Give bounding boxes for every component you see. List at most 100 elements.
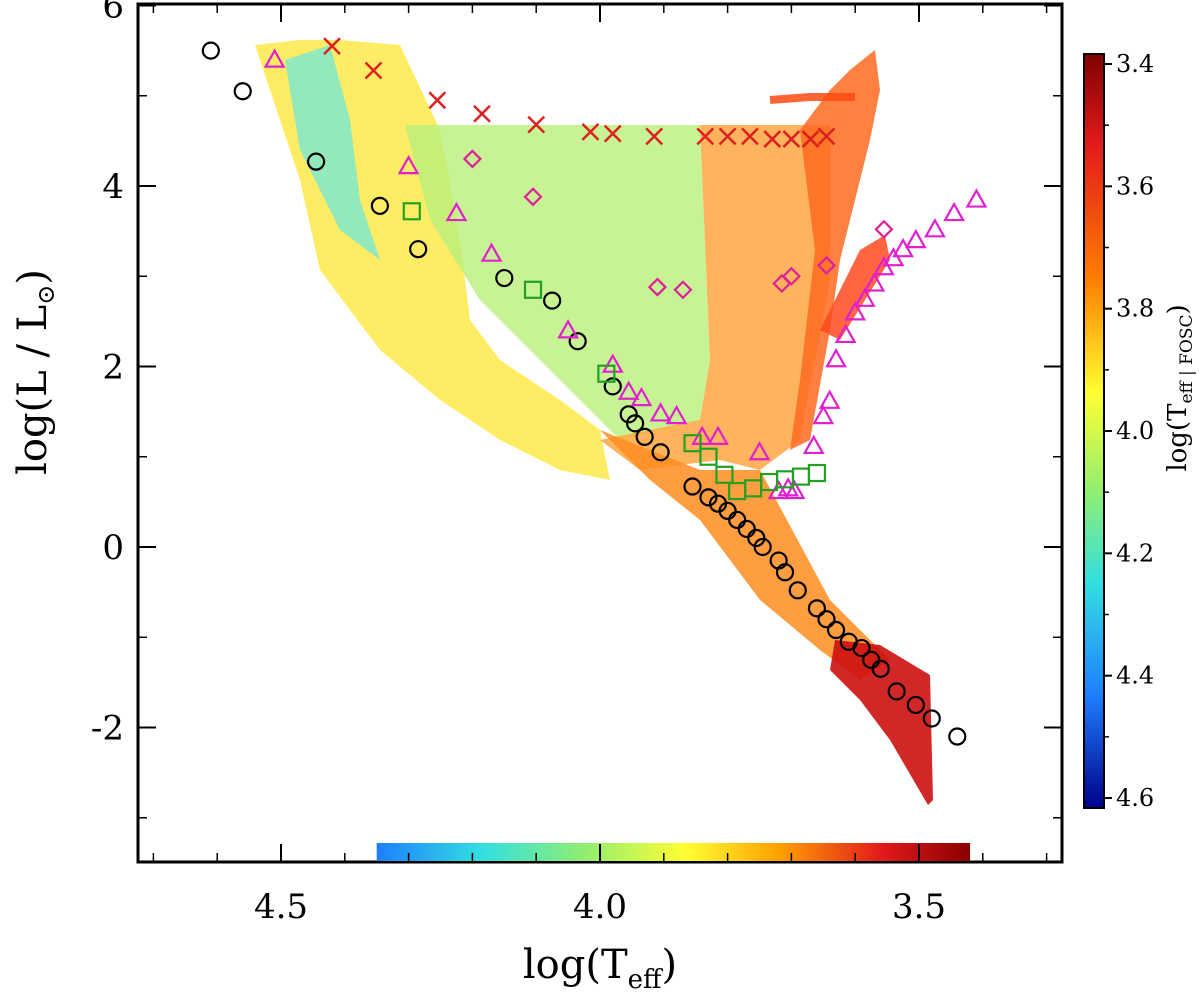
x-tick-label: 4.5	[254, 887, 308, 927]
ms-circle-marker	[543, 291, 562, 310]
triangle-marker	[748, 440, 771, 461]
cloud-giant-branch	[820, 235, 890, 340]
ms-circle-marker	[635, 427, 654, 446]
x-axis-title-subscript: eff	[628, 965, 664, 995]
series-square-open	[402, 202, 827, 501]
cross-stroke	[718, 127, 737, 146]
ms-circle-marker	[651, 443, 670, 462]
y-axis-title: log(L / L⊙)	[10, 269, 60, 475]
cross-stroke	[696, 127, 715, 146]
x-axis-title-close: )	[662, 942, 678, 988]
triangle-marker	[924, 218, 946, 238]
triangle-marker	[904, 228, 927, 249]
cross-marker	[364, 61, 383, 80]
cross-stroke	[603, 124, 622, 143]
triangle-marker	[812, 404, 835, 425]
cloud-red-branch	[790, 50, 880, 450]
diamond-marker	[673, 280, 693, 300]
bottom-color-strip	[376, 843, 971, 861]
ms-circle-marker	[625, 414, 645, 433]
triangle-marker	[630, 386, 653, 407]
diamond-marker	[816, 255, 837, 275]
colorbar-title-subscript: eff | FOSC	[1177, 314, 1197, 403]
colorbar-tick-label: 3.4	[1116, 50, 1154, 78]
triangle-marker	[665, 404, 688, 425]
colorbar-title: log(Teff | FOSC)	[1163, 304, 1197, 471]
cross-stroke	[473, 104, 491, 123]
ms-circle-marker	[862, 650, 881, 669]
triangle-marker	[397, 154, 420, 175]
ms-circle-marker	[718, 501, 737, 520]
colorbar-ticks: 3.4 3.6 3.8 4.0 4.2 4.4 4.6	[1104, 50, 1154, 812]
cross-marker	[581, 122, 600, 141]
cross-stroke	[763, 130, 782, 148]
triangle-marker	[783, 479, 806, 500]
colorbar-tick-label: 4.0	[1116, 417, 1154, 445]
cloud-green-region	[405, 125, 710, 440]
ms-circle-marker	[370, 196, 389, 215]
diamond-marker	[523, 187, 543, 207]
cross-marker	[741, 127, 759, 146]
diamond-marker	[874, 219, 894, 239]
triangle-marker	[802, 434, 825, 455]
cross-marker	[645, 127, 664, 146]
diamond-marker	[647, 277, 667, 297]
y-axis-title-close: )	[10, 269, 56, 285]
triangle-marker	[825, 348, 847, 368]
ms-circle-marker	[871, 659, 890, 678]
cloud-orange-region	[600, 125, 830, 470]
x-axis-title: log(Teff)	[523, 942, 677, 995]
y-tick-label: 0	[102, 528, 124, 568]
square-marker	[699, 447, 718, 466]
cloud-lowmass-tail	[830, 640, 933, 805]
square-marker	[523, 280, 543, 299]
triangle-marker	[853, 287, 876, 307]
triangle-marker	[707, 425, 729, 445]
series-x	[323, 37, 836, 148]
cross-marker	[527, 115, 546, 134]
cross-stroke	[364, 61, 383, 80]
cross-stroke	[645, 127, 664, 146]
ms-circle-marker	[568, 332, 587, 351]
triangle-marker	[480, 242, 503, 262]
ms-circle-marker	[753, 537, 772, 557]
ms-circle-marker	[775, 563, 795, 582]
colorbar-tick-label: 4.6	[1116, 784, 1154, 812]
cross-marker	[763, 130, 782, 148]
series-circle-open	[201, 41, 967, 746]
model-grid-cloud	[255, 40, 933, 805]
ms-circle-marker	[788, 581, 807, 600]
colorbar-tick-label: 4.4	[1116, 662, 1154, 690]
triangle-marker	[834, 323, 857, 344]
ms-circle-marker	[922, 709, 941, 728]
colorbar-tick-label: 3.8	[1116, 295, 1154, 323]
series-triangle-open	[263, 48, 988, 500]
y-axis-title-sun: ⊙	[32, 285, 60, 305]
triangle-marker	[601, 353, 624, 373]
cloud-top-track	[769, 93, 855, 104]
ms-circle-marker	[409, 240, 428, 259]
y-tick-label: 4	[102, 167, 124, 207]
cross-stroke	[801, 130, 820, 148]
square-marker	[683, 434, 702, 453]
y-tick-label: 2	[102, 348, 124, 388]
ms-circle-marker	[948, 727, 967, 746]
ms-circle-marker	[826, 620, 846, 640]
triangle-marker	[863, 272, 886, 292]
cross-stroke	[817, 127, 836, 146]
cross-marker	[473, 104, 491, 123]
colorbar-tick-label: 3.6	[1116, 172, 1154, 200]
cross-marker	[782, 130, 801, 148]
ms-circle-marker	[906, 695, 925, 715]
cross-marker	[323, 37, 341, 55]
colorbar	[1083, 53, 1105, 809]
ms-circle-marker	[619, 405, 638, 424]
x-axis-ticks: 4.5 4.0 3.5	[152, 4, 1048, 927]
cross-marker	[718, 127, 737, 146]
cross-stroke	[428, 91, 447, 110]
cross-stroke	[782, 130, 801, 148]
colorbar-title-close: )	[1163, 304, 1193, 314]
colorbar-tick-label: 4.2	[1116, 539, 1154, 567]
x-tick-label: 4.0	[573, 887, 627, 927]
